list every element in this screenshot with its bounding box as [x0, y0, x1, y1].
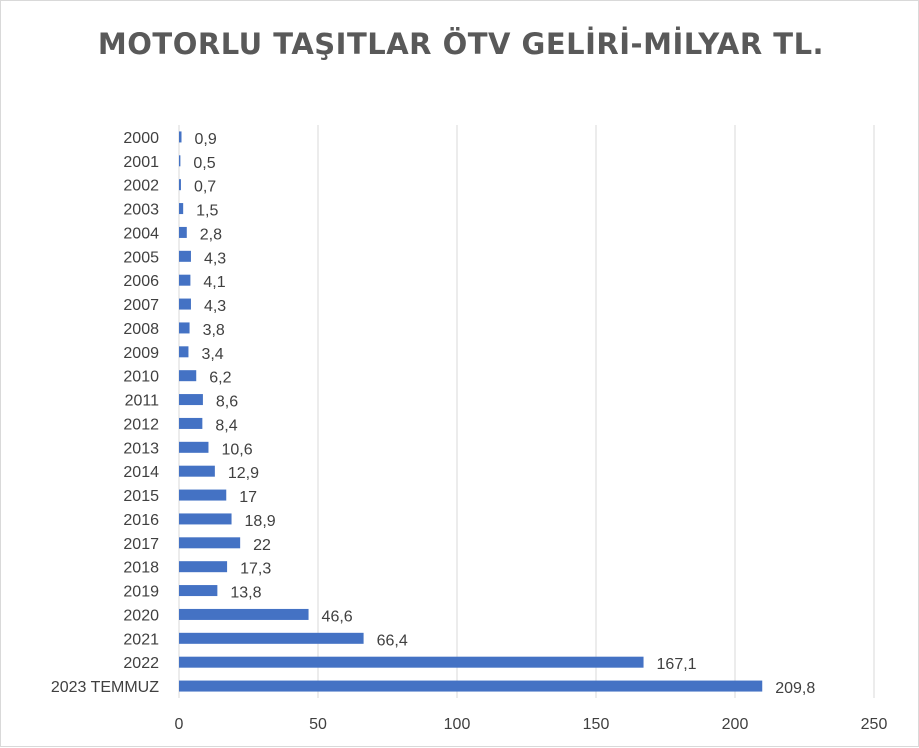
bar [179, 680, 763, 692]
bar [179, 608, 309, 620]
bar [179, 656, 644, 668]
category-label: 2013 [123, 440, 159, 457]
bar [179, 561, 228, 573]
category-label: 2000 [123, 130, 159, 147]
data-label: 209,8 [775, 680, 815, 697]
category-label: 2001 [123, 154, 159, 171]
bar [179, 585, 218, 597]
data-label: 46,6 [322, 608, 353, 625]
bar [179, 513, 232, 525]
category-label: 2008 [123, 321, 159, 338]
category-label: 2023 TEMMUZ [51, 679, 159, 696]
category-label: 2007 [123, 297, 159, 314]
data-label: 4,3 [204, 298, 226, 315]
category-label: 2018 [123, 560, 159, 577]
bar [179, 274, 191, 286]
data-label: 18,9 [245, 513, 276, 530]
category-label: 2022 [123, 655, 159, 672]
bar [179, 179, 181, 191]
data-label: 17 [239, 489, 257, 506]
data-label: 6,2 [209, 370, 231, 387]
category-label: 2019 [123, 584, 159, 601]
category-label: 2010 [123, 369, 159, 386]
bar [179, 131, 182, 143]
bar [179, 155, 181, 167]
category-label: 2014 [123, 464, 159, 481]
bar [179, 250, 191, 262]
category-label: 2020 [123, 607, 159, 624]
bar [179, 537, 241, 549]
category-label: 2005 [123, 249, 159, 266]
x-tick-label: 200 [722, 716, 749, 733]
data-label: 8,6 [216, 394, 238, 411]
category-label: 2021 [123, 631, 159, 648]
data-label: 0,7 [194, 179, 216, 196]
category-label: 2009 [123, 345, 159, 362]
data-label: 4,1 [203, 274, 225, 291]
bar [179, 394, 203, 406]
category-label: 2012 [123, 416, 159, 433]
data-label: 167,1 [657, 656, 697, 673]
bar [179, 632, 364, 644]
x-tick-label: 250 [861, 716, 888, 733]
bar [179, 203, 184, 215]
data-label: 10,6 [221, 441, 252, 458]
data-label: 1,5 [196, 203, 218, 220]
chart-title: MOTORLU TAŞITLAR ÖTV GELİRİ-MİLYAR TL. [97, 27, 825, 61]
data-label: 8,4 [215, 417, 237, 434]
category-label: 2017 [123, 536, 159, 553]
data-label: 3,8 [203, 322, 225, 339]
data-label: 0,5 [193, 155, 215, 172]
category-label: 2002 [123, 178, 159, 195]
bar [179, 322, 190, 334]
bar [179, 417, 203, 429]
data-label: 13,8 [230, 585, 261, 602]
x-tick-label: 100 [444, 716, 471, 733]
category-label: 2003 [123, 202, 159, 219]
data-label: 4,3 [204, 250, 226, 267]
data-label: 22 [253, 537, 271, 554]
category-label: 2004 [123, 225, 159, 242]
category-label: 2016 [123, 512, 159, 529]
x-tick-label: 50 [309, 716, 327, 733]
bar [179, 441, 209, 453]
bar [179, 465, 215, 477]
data-label: 66,4 [377, 632, 408, 649]
bar [179, 489, 227, 501]
data-label: 0,9 [195, 131, 217, 148]
data-label: 12,9 [228, 465, 259, 482]
category-label: 2011 [125, 393, 160, 410]
bar [179, 346, 189, 358]
x-tick-label: 150 [583, 716, 610, 733]
x-tick-label: 0 [175, 716, 184, 733]
category-label: 2015 [123, 488, 159, 505]
bar [179, 226, 187, 238]
bar [179, 298, 191, 310]
data-label: 17,3 [240, 561, 271, 578]
category-label: 2006 [123, 273, 159, 290]
data-label: 2,8 [200, 226, 222, 243]
bar [179, 370, 197, 382]
data-label: 3,4 [201, 346, 223, 363]
